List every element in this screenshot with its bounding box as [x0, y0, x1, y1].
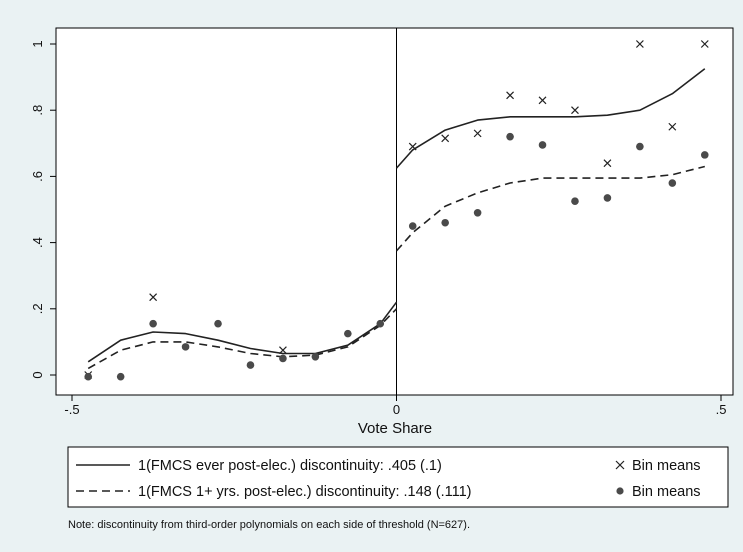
bin-mean-dot-marker [700, 151, 709, 159]
bin-mean-dot-marker [149, 319, 157, 328]
bin-mean-dot-marker [441, 218, 449, 227]
legend-box [67, 446, 729, 508]
series-1-line-right [395, 68, 706, 169]
legend: 1(FMCS ever post-elec.) discontinuity: .… [76, 458, 701, 500]
bin-mean-dot-marker [538, 141, 547, 149]
legend-label-series-4: Bin means [632, 484, 701, 500]
y-tick-label: .8 [30, 105, 45, 116]
bin-mean-dot-marker [344, 329, 352, 338]
series-1-line-left [87, 301, 398, 363]
bin-mean-x-marker [538, 96, 547, 105]
bin-mean-dot-marker [571, 197, 579, 206]
bin-mean-dot-marker [506, 132, 514, 141]
bin-mean-dot-marker [408, 222, 417, 230]
bin-mean-dot-marker [214, 319, 222, 328]
bin-mean-dot-marker [376, 319, 385, 328]
bin-mean-x-marker [441, 134, 450, 143]
x-axis: -.5 0 .5 [64, 395, 726, 417]
legend-label-series-3: 1(FMCS 1+ yrs. post-elec.) discontinuity… [138, 484, 472, 500]
legend-label-series-1: 1(FMCS ever post-elec.) discontinuity: .… [138, 458, 442, 474]
x-tick-label: -.5 [64, 402, 79, 417]
bin-mean-dot-marker [473, 209, 482, 217]
y-axis: 0 .2 .4 .6 .8 1 [30, 40, 56, 379]
bin-mean-x-marker [635, 40, 644, 48]
bin-mean-x-marker [571, 106, 579, 115]
series-layer [84, 40, 709, 381]
bin-mean-x-marker [603, 159, 612, 168]
chart-note: Note: discontinuity from third-order pol… [68, 519, 470, 531]
bin-mean-dot-marker [84, 372, 93, 381]
bin-mean-x-marker [473, 129, 482, 138]
x-tick-label: .5 [716, 402, 727, 417]
y-tick-label: .4 [30, 237, 45, 248]
x-axis-title: Vote Share [358, 420, 432, 437]
legend-label-series-2: Bin means [632, 458, 701, 474]
y-tick-label: .6 [30, 171, 45, 182]
x-tick-label: 0 [393, 402, 400, 417]
legend-dot-marker-swatch [616, 487, 624, 495]
bin-mean-dot-marker [116, 372, 125, 381]
bin-mean-dot-marker [246, 361, 255, 369]
bin-mean-x-marker [700, 40, 709, 48]
y-tick-label: 1 [30, 40, 45, 47]
bin-mean-x-marker [668, 122, 677, 131]
bin-mean-x-marker [149, 293, 158, 302]
bin-mean-dot-marker [181, 343, 190, 351]
bin-mean-dot-marker [311, 352, 320, 361]
series-3-line-right [395, 165, 705, 252]
bin-mean-dot-marker [636, 142, 644, 151]
y-tick-label: .2 [30, 303, 45, 314]
bin-mean-dot-marker [603, 194, 612, 202]
bin-mean-x-marker [506, 91, 514, 100]
y-tick-label: 0 [30, 371, 45, 378]
bin-mean-dot-marker [668, 179, 677, 187]
bin-mean-x-marker [279, 346, 287, 355]
bin-mean-x-marker [408, 142, 417, 151]
legend-x-marker-swatch [615, 460, 625, 470]
bin-mean-dot-marker [279, 354, 287, 363]
series-3-line-left [87, 308, 398, 370]
plot-area [55, 27, 734, 396]
